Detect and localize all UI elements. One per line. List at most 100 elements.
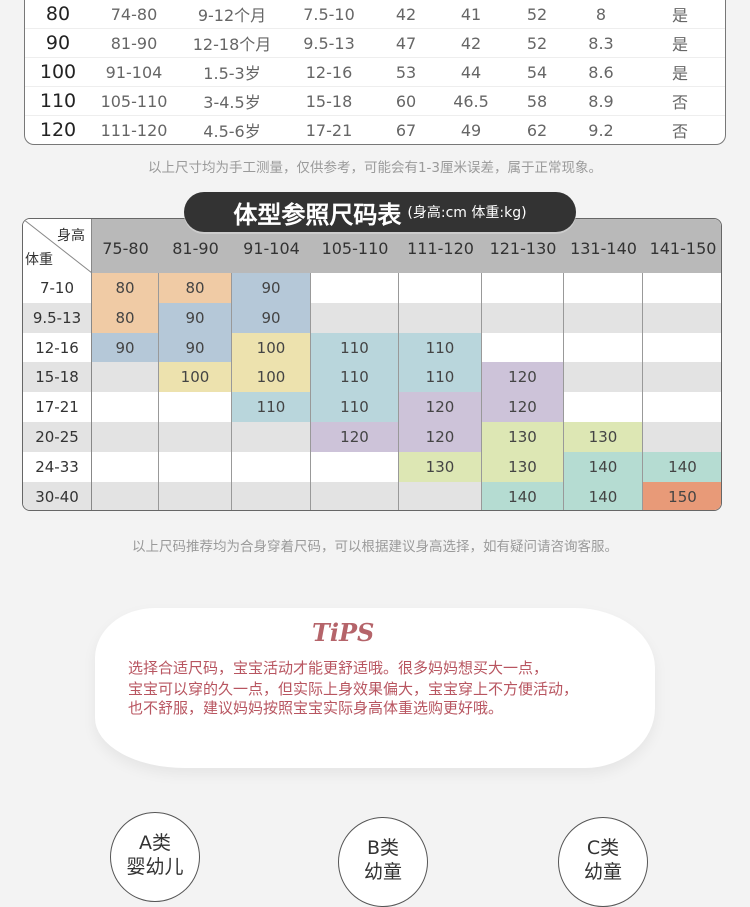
size-cell (564, 302, 643, 333)
size-cell: 140 (643, 451, 721, 482)
weight-row-label: 12-16 (23, 332, 92, 363)
chart-row: 17-21 110 110 120 120 (23, 392, 721, 423)
table-row: 120 111-120 4.5-6岁 17-21 67 49 62 9.2 否 (25, 116, 725, 144)
size-cell (564, 273, 643, 303)
height-column-header: 131-140 (570, 239, 637, 258)
size-cell (482, 332, 564, 363)
table-cell: 3-4.5岁 (203, 93, 261, 112)
table-cell: 105-110 (100, 91, 168, 111)
weight-row-label: 9.5-13 (23, 302, 92, 333)
weight-row-label: 17-21 (23, 392, 92, 423)
height-column-header: 105-110 (321, 239, 389, 258)
table-cell: 60 (395, 91, 417, 111)
tips-line: 也不舒服，建议妈妈按照宝宝实际身高体重选购更好哦。 (128, 699, 504, 717)
table-cell: 62 (526, 120, 548, 140)
size-cell (159, 392, 232, 423)
table-cell: 67 (395, 120, 417, 140)
table-cell: 8 (595, 4, 607, 24)
table-cell: 46.5 (453, 91, 489, 111)
size-cell: 90 (232, 302, 311, 333)
size-cell (643, 422, 721, 452)
recommendation-note: 以上尺码推荐均为合身穿着尺码，可以根据建议身高选择，如有疑问请咨询客服。 (132, 539, 618, 555)
chart-row: 20-25 120 120 130 130 (23, 422, 721, 452)
size-cell (92, 392, 159, 423)
size-cell: 130 (399, 451, 482, 482)
weight-label: 体重 (25, 252, 53, 268)
size-cell: 120 (482, 392, 564, 423)
category-label: C类 (586, 837, 620, 859)
size-cell: 120 (399, 392, 482, 423)
table-cell: 110 (39, 90, 77, 112)
size-cell (399, 302, 482, 333)
size-cell: 110 (399, 332, 482, 363)
tips-cloud (95, 608, 655, 768)
chart-title-banner: 体型参照尺码表 (身高:cm 体重:kg) (184, 192, 576, 232)
table-cell: 81-90 (110, 33, 158, 53)
height-label: 身高 (57, 228, 85, 244)
table-cell: 120 (39, 119, 77, 141)
chart-row: 30-40 140 140 150 (23, 481, 721, 510)
size-cell: 110 (311, 362, 399, 393)
size-cell: 110 (232, 392, 311, 423)
height-column-header: 91-104 (243, 239, 300, 258)
table-cell: 否 (671, 93, 689, 112)
table-cell: 52 (526, 4, 548, 24)
size-cell: 140 (482, 481, 564, 510)
size-cell: 130 (482, 422, 564, 452)
category-a-circle[interactable]: A类 婴幼儿 (110, 812, 200, 902)
size-cell (643, 333, 721, 363)
size-cell (564, 332, 643, 363)
tips-title: TiPS (312, 618, 375, 647)
chart-row: 7-10 80 80 90 (23, 273, 721, 303)
weight-row-label: 15-18 (23, 362, 92, 393)
table-cell: 58 (526, 91, 548, 111)
size-cell: 110 (311, 332, 399, 363)
chart-row: 12-16 90 90 100 110 110 (23, 332, 721, 363)
category-sublabel: 幼童 (363, 861, 402, 883)
table-cell: 47 (395, 33, 417, 53)
category-b-circle[interactable]: B类 幼童 (338, 817, 428, 907)
size-cell: 130 (482, 451, 564, 482)
table-cell: 是 (671, 64, 689, 83)
chart-row: 9.5-13 80 90 90 (23, 302, 721, 333)
table-cell: 91-104 (105, 62, 163, 82)
table-cell: 41 (460, 4, 482, 24)
size-cell: 90 (232, 273, 311, 303)
size-cell: 80 (92, 302, 159, 333)
table-cell: 90 (45, 32, 71, 54)
table-cell: 是 (671, 6, 689, 25)
size-cell: 150 (643, 481, 721, 510)
size-cell: 140 (564, 451, 643, 482)
size-cell: 80 (92, 273, 159, 303)
size-cell (159, 451, 232, 482)
table-cell: 15-18 (305, 91, 353, 111)
size-cell: 100 (232, 362, 311, 393)
table-cell: 12-16 (305, 62, 353, 82)
category-sublabel: 婴幼儿 (126, 856, 184, 878)
size-cell (643, 273, 721, 303)
table-cell: 44 (460, 62, 482, 82)
size-cell (232, 422, 311, 452)
table-cell: 4.5-6岁 (203, 122, 261, 141)
height-column-header: 75-80 (102, 239, 149, 258)
height-column-header: 81-90 (172, 239, 219, 258)
table-row: 110 105-110 3-4.5岁 15-18 60 46.5 58 8.9 否 (25, 87, 725, 116)
size-cell: 120 (399, 422, 482, 452)
size-cell: 90 (92, 332, 159, 363)
chart-title: 体型参照尺码表 (233, 200, 402, 229)
size-cell (232, 481, 311, 510)
table-cell: 80 (45, 3, 71, 25)
table-cell: 53 (395, 62, 417, 82)
height-column-header: 111-120 (407, 239, 474, 258)
category-c-circle[interactable]: C类 幼童 (558, 817, 648, 907)
size-measurement-table: 80 74-80 9-12个月 7.5-10 42 41 52 8 是 90 81-90 12-18个… (24, 0, 726, 145)
table-cell: 7.5-10 (303, 4, 355, 24)
size-cell: 100 (232, 332, 311, 363)
size-cell (399, 481, 482, 510)
size-cell: 130 (564, 422, 643, 452)
size-cell (311, 273, 399, 303)
chart-row: 15-18 100 100 110 110 120 (23, 362, 721, 393)
table-row: 90 81-90 12-18个月 9.5-13 47 42 52 8.3 是 (25, 29, 725, 58)
category-label: B类 (366, 837, 400, 859)
size-cell (311, 451, 399, 482)
